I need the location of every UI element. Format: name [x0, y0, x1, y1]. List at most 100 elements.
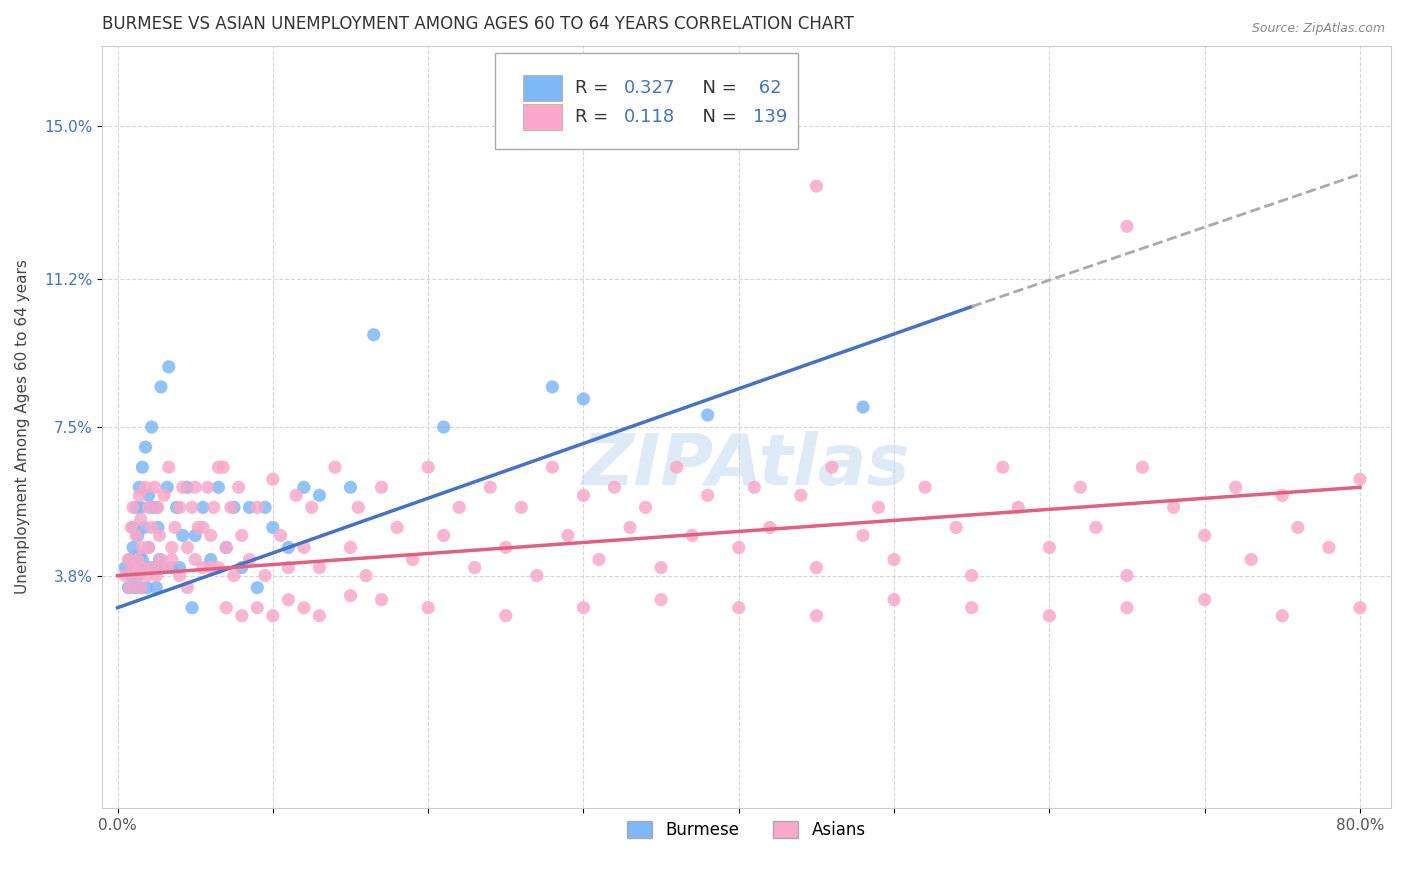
Point [416, 460, 439, 475]
Point [526, 568, 548, 582]
Point [134, 560, 156, 574]
Point [136, 581, 159, 595]
Point [1271, 488, 1294, 502]
Point [681, 528, 703, 542]
Point [464, 560, 486, 574]
Point [231, 608, 253, 623]
Point [160, 541, 183, 555]
Point [169, 568, 191, 582]
Point [433, 420, 456, 434]
FancyBboxPatch shape [523, 103, 562, 129]
Point [1240, 552, 1263, 566]
Point [1317, 541, 1340, 555]
Point [134, 440, 156, 454]
Point [121, 568, 143, 582]
Point [202, 500, 225, 515]
Text: Source: ZipAtlas.com: Source: ZipAtlas.com [1251, 22, 1385, 36]
Point [118, 552, 141, 566]
Point [131, 460, 153, 475]
Point [665, 460, 688, 475]
Y-axis label: Unemployment Among Ages 60 to 64 years: Unemployment Among Ages 60 to 64 years [15, 260, 30, 594]
Point [262, 608, 284, 623]
Point [1286, 520, 1309, 534]
Point [138, 500, 160, 515]
Point [945, 520, 967, 534]
Point [166, 500, 188, 515]
Point [759, 520, 782, 534]
Text: 139: 139 [754, 108, 787, 126]
Point [117, 581, 139, 595]
Point [125, 568, 148, 582]
Point [790, 488, 813, 502]
Point [148, 552, 170, 566]
Point [157, 460, 180, 475]
Point [200, 560, 222, 574]
Point [156, 480, 179, 494]
Point [262, 472, 284, 486]
Point [128, 549, 150, 563]
Point [806, 560, 828, 574]
Point [821, 460, 844, 475]
Point [619, 520, 641, 534]
Point [246, 500, 269, 515]
Point [132, 560, 155, 574]
Point [141, 520, 163, 534]
Point [354, 568, 377, 582]
Point [148, 528, 170, 542]
Point [254, 568, 277, 582]
Point [145, 581, 167, 595]
Point [129, 581, 152, 595]
Point [238, 552, 260, 566]
Point [991, 460, 1014, 475]
Point [1038, 541, 1060, 555]
Point [277, 541, 299, 555]
Point [541, 460, 564, 475]
Point [129, 512, 152, 526]
Point [277, 560, 299, 574]
Point [588, 552, 610, 566]
Point [128, 480, 150, 494]
Point [129, 581, 152, 595]
Point [363, 327, 385, 342]
Point [122, 520, 145, 534]
Point [696, 488, 718, 502]
Point [150, 380, 173, 394]
Point [222, 568, 245, 582]
Text: R =: R = [575, 108, 620, 126]
Point [207, 560, 229, 574]
Point [292, 600, 315, 615]
Point [131, 552, 153, 566]
Point [401, 552, 423, 566]
Point [572, 488, 595, 502]
Text: ZIPAtlas: ZIPAtlas [582, 431, 911, 500]
Point [157, 359, 180, 374]
Point [914, 480, 936, 494]
Point [172, 528, 194, 542]
Point [1348, 472, 1371, 486]
Point [146, 520, 169, 534]
Point [510, 500, 533, 515]
Point [231, 560, 253, 574]
Point [1132, 460, 1154, 475]
Point [150, 552, 173, 566]
Point [1084, 520, 1107, 534]
Point [262, 520, 284, 534]
Point [1007, 500, 1029, 515]
Point [153, 560, 176, 574]
Point [650, 592, 672, 607]
Point [557, 528, 579, 542]
Point [156, 560, 179, 574]
Point [184, 552, 207, 566]
Point [184, 528, 207, 542]
Point [181, 600, 204, 615]
Point [127, 528, 149, 542]
Text: N =: N = [692, 108, 742, 126]
Point [160, 552, 183, 566]
Point [883, 552, 905, 566]
Point [222, 500, 245, 515]
Point [142, 560, 165, 574]
Point [139, 560, 162, 574]
Point [212, 460, 235, 475]
Point [449, 500, 471, 515]
Point [1116, 600, 1139, 615]
